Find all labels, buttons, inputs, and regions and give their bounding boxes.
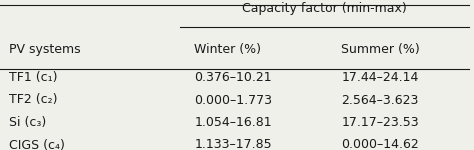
Text: Si (c₃): Si (c₃)	[9, 116, 47, 129]
Text: 17.17–23.53: 17.17–23.53	[341, 116, 419, 129]
Text: 1.054–16.81: 1.054–16.81	[194, 116, 272, 129]
Text: TF2 (c₂): TF2 (c₂)	[9, 93, 58, 106]
Text: 0.000–14.62: 0.000–14.62	[341, 138, 419, 150]
Text: CIGS (c₄): CIGS (c₄)	[9, 138, 65, 150]
Text: Summer (%): Summer (%)	[341, 42, 420, 56]
Text: Winter (%): Winter (%)	[194, 42, 261, 56]
Text: 17.44–24.14: 17.44–24.14	[341, 71, 419, 84]
Text: 2.564–3.623: 2.564–3.623	[341, 93, 419, 106]
Text: PV systems: PV systems	[9, 42, 81, 56]
Text: 0.000–1.773: 0.000–1.773	[194, 93, 273, 106]
Text: 0.376–10.21: 0.376–10.21	[194, 71, 272, 84]
Text: Capacity factor (min-max): Capacity factor (min-max)	[242, 2, 407, 15]
Text: 1.133–17.85: 1.133–17.85	[194, 138, 272, 150]
Text: TF1 (c₁): TF1 (c₁)	[9, 71, 58, 84]
